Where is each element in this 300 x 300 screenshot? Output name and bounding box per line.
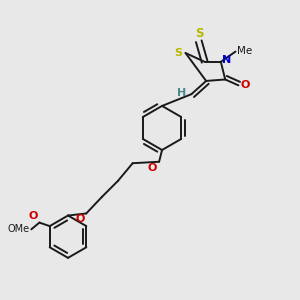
Text: OMe: OMe [8,224,30,234]
Text: O: O [148,163,157,172]
Text: S: S [174,48,182,58]
Text: N: N [222,56,232,65]
Text: O: O [75,214,85,224]
Text: O: O [28,211,38,221]
Text: O: O [241,80,250,90]
Text: S: S [195,27,204,40]
Text: H: H [177,88,186,98]
Text: Me: Me [237,46,253,56]
